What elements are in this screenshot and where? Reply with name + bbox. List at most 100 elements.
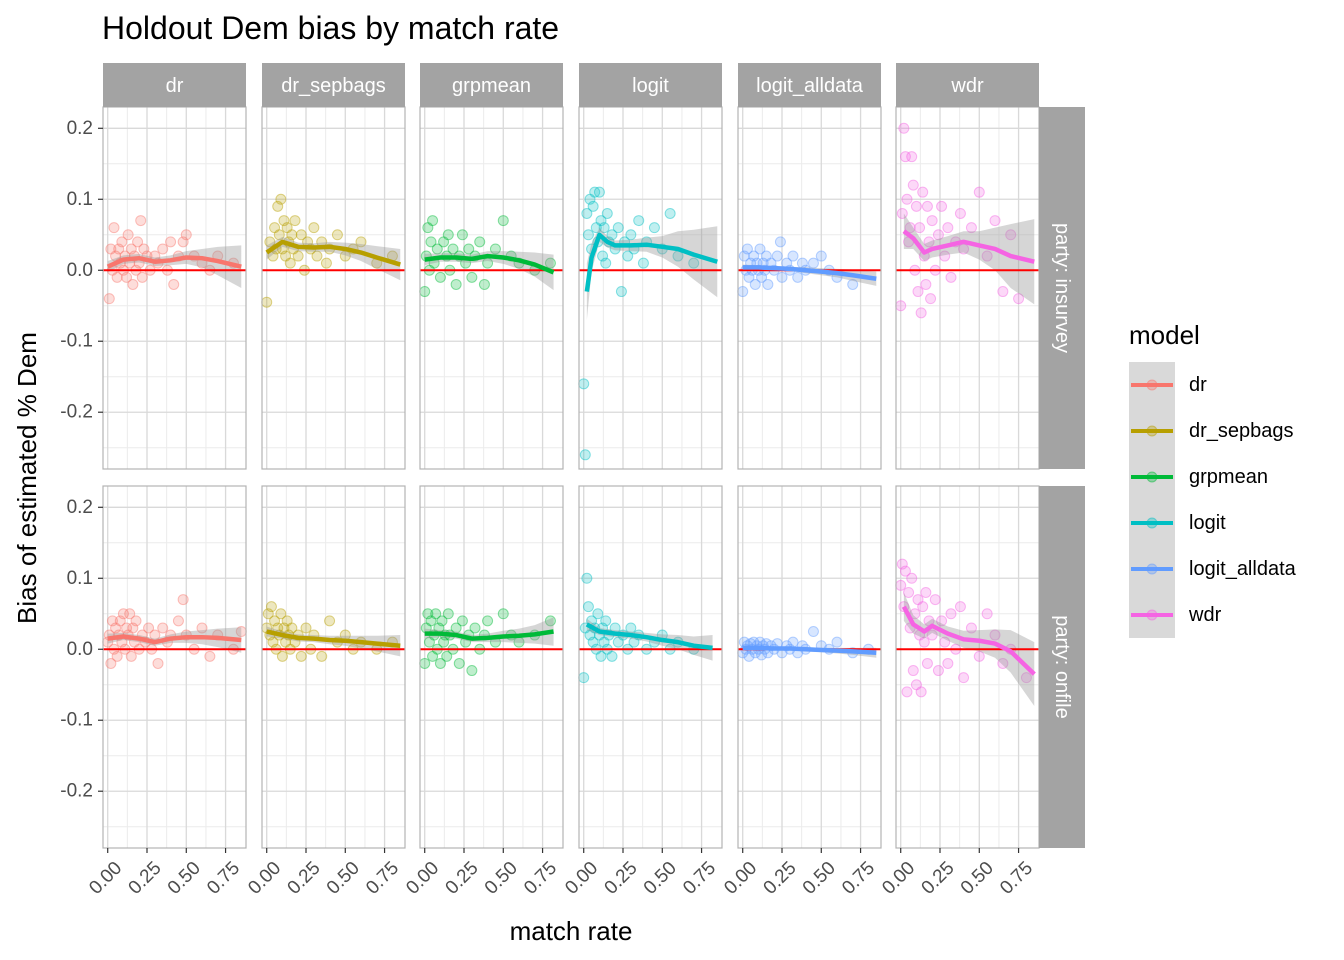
data-point <box>965 622 977 634</box>
data-point <box>807 626 819 638</box>
data-point <box>427 650 439 662</box>
data-point <box>598 222 610 234</box>
panel-border <box>102 485 247 849</box>
data-point <box>906 151 918 163</box>
data-point <box>278 622 290 634</box>
data-point <box>912 286 924 298</box>
data-point <box>442 608 454 620</box>
data-point <box>847 278 859 290</box>
data-point <box>915 686 927 698</box>
data-point <box>431 243 443 255</box>
panel <box>578 106 723 470</box>
data-point <box>939 250 951 262</box>
data-point <box>419 657 431 669</box>
x-tick-label: 0.50 <box>481 858 522 899</box>
smooth-line <box>902 229 1035 264</box>
column-strip <box>738 63 881 107</box>
data-point <box>926 629 938 641</box>
data-point <box>923 236 935 248</box>
column-strip-label: dr_sepbags <box>281 75 386 97</box>
data-point <box>130 615 142 627</box>
data-point <box>264 236 276 248</box>
data-point <box>111 650 123 662</box>
data-point <box>915 307 927 319</box>
data-point <box>590 222 602 234</box>
x-tick-label: 0.50 <box>799 858 840 899</box>
column-strip <box>103 63 246 107</box>
data-point <box>600 257 612 269</box>
panel-border <box>578 485 723 849</box>
data-point <box>110 622 122 634</box>
data-point <box>127 278 139 290</box>
legend-item: logit_alldata <box>1129 546 1297 592</box>
data-point <box>267 636 279 648</box>
panel <box>102 106 247 470</box>
data-point <box>895 300 907 312</box>
legend-label: wdr <box>1188 604 1222 626</box>
data-point <box>973 650 985 662</box>
data-point <box>143 622 155 634</box>
column-strip-label: logit <box>632 75 669 97</box>
column-strip <box>579 63 722 107</box>
data-point <box>423 636 435 648</box>
legend-item: grpmean <box>1129 454 1268 500</box>
smooth-line <box>584 232 718 292</box>
data-point <box>633 215 645 227</box>
data-point <box>904 222 916 234</box>
data-point <box>688 257 700 269</box>
x-tick-label: 0.25 <box>760 858 801 899</box>
data-point <box>896 207 908 219</box>
x-tick-label: 0.50 <box>323 858 364 899</box>
data-point <box>447 243 459 255</box>
data-point <box>177 594 189 606</box>
data-point <box>497 215 509 227</box>
data-point <box>901 193 913 205</box>
data-point <box>281 222 293 234</box>
data-point <box>612 636 624 648</box>
legend-key-point <box>1146 425 1158 437</box>
x-tick-label: 0.75 <box>996 858 1037 899</box>
smooth-line <box>265 239 401 267</box>
panel-background <box>103 486 246 848</box>
panel-background <box>579 107 722 469</box>
y-tick-label: 0.1 <box>67 189 93 210</box>
data-point <box>578 378 590 390</box>
data-point <box>544 615 556 627</box>
data-point <box>122 229 134 241</box>
data-point <box>308 222 320 234</box>
data-point <box>450 278 462 290</box>
confidence-band <box>903 213 1035 305</box>
data-point <box>105 243 117 255</box>
data-point <box>898 122 910 134</box>
data-point <box>273 229 285 241</box>
data-point <box>316 650 328 662</box>
data-point <box>954 601 966 613</box>
data-point <box>135 215 147 227</box>
data-point <box>664 207 676 219</box>
data-point <box>587 200 599 212</box>
data-point <box>180 229 192 241</box>
data-point <box>132 236 144 248</box>
data-point <box>598 636 610 648</box>
smooth-line <box>901 605 1036 676</box>
data-point <box>286 622 298 634</box>
data-point <box>544 257 556 269</box>
data-point <box>114 615 126 627</box>
data-point <box>1005 229 1017 241</box>
data-point <box>165 236 177 248</box>
data-point <box>895 579 907 591</box>
data-point <box>425 236 437 248</box>
y-tick-label: -0.1 <box>60 331 93 352</box>
y-tick-label: 0.1 <box>67 568 93 589</box>
data-point <box>929 594 941 606</box>
data-point <box>762 278 774 290</box>
x-tick-label: 0.00 <box>402 858 443 899</box>
legend-key-point <box>1146 517 1158 529</box>
data-point <box>124 608 136 620</box>
y-tick-label: 0.2 <box>67 118 93 139</box>
data-point <box>589 186 601 198</box>
panel-background <box>738 486 881 848</box>
data-point <box>295 229 307 241</box>
data-point <box>738 250 750 262</box>
